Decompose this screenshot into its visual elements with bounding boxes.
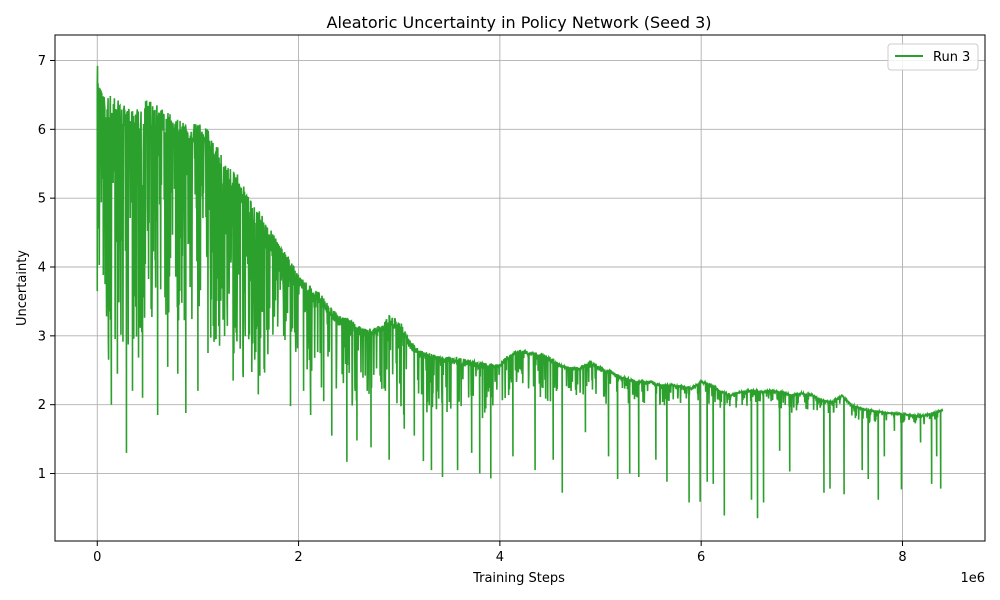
x-tick-label: 8 xyxy=(898,550,906,565)
y-tick-label: 5 xyxy=(38,192,46,207)
x-axis-label: Training Steps xyxy=(472,571,565,586)
legend-box xyxy=(887,43,979,71)
tick-layer: 0 2 4 6 8 1 2 3 4 5 6 7 xyxy=(38,54,907,565)
y-tick-label: 1 xyxy=(38,467,46,482)
series-line-run-3 xyxy=(96,65,944,519)
x-offset-label: 1e6 xyxy=(960,571,985,586)
x-tick-label: 6 xyxy=(697,550,705,565)
x-tick-label: 0 xyxy=(93,550,101,565)
series-layer xyxy=(96,65,944,519)
y-axis-label: Uncertainty xyxy=(15,250,30,326)
y-tick-label: 7 xyxy=(38,54,46,69)
plot-frame xyxy=(54,34,986,542)
x-tick-label: 2 xyxy=(294,550,302,565)
y-tick-label: 3 xyxy=(38,329,46,344)
y-tick-label: 4 xyxy=(38,261,46,276)
y-tick-label: 6 xyxy=(38,123,46,138)
chart-title: Aleatoric Uncertainty in Policy Network … xyxy=(327,13,712,32)
y-tick-label: 2 xyxy=(38,398,46,413)
legend: Run 3 xyxy=(887,43,979,71)
legend-label: Run 3 xyxy=(933,50,970,65)
x-tick-label: 4 xyxy=(496,550,504,565)
